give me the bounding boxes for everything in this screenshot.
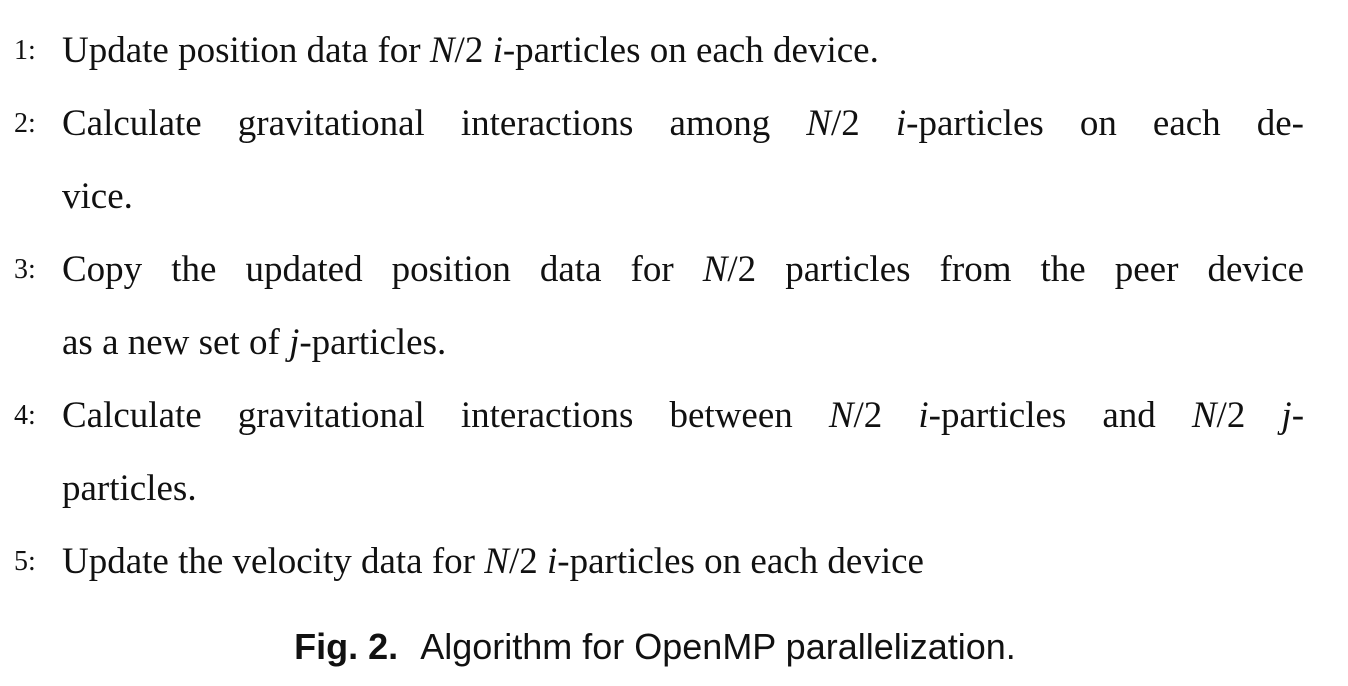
step-number: 3: [14,254,36,285]
step-text: Update the velocity data for N/2 i-parti… [62,541,924,582]
step-text: Calculate gravitational interactions amo… [62,103,1304,217]
algorithm-step-1: 1: Update position data for N/2 i-partic… [14,14,1304,87]
algorithm-list: 1: Update position data for N/2 i-partic… [14,14,1304,598]
algorithm-step-2: 2: Calculate gravitational interactions … [14,87,1304,233]
figure-caption: Fig. 2. Algorithm for OpenMP parallelizat… [0,612,1310,682]
step-number: 2: [14,108,36,139]
figure-label: Fig. 2. [294,626,399,667]
algorithm-step-5: 5: Update the velocity data for N/2 i-pa… [14,525,1304,598]
step-number: 1: [14,35,36,66]
step-text: Update position data for N/2 i-particles… [62,30,879,71]
step-text: Copy the updated position data for N/2 p… [62,249,1304,363]
step-text: Calculate gravitational interactions bet… [62,395,1305,509]
step-number: 5: [14,546,36,577]
figure-caption-text: Algorithm for OpenMP parallelization. [420,626,1016,667]
algorithm-step-3: 3: Copy the updated position data for N/… [14,233,1304,379]
algorithm-step-4: 4: Calculate gravitational interactions … [14,379,1304,525]
step-number: 4: [14,400,36,431]
